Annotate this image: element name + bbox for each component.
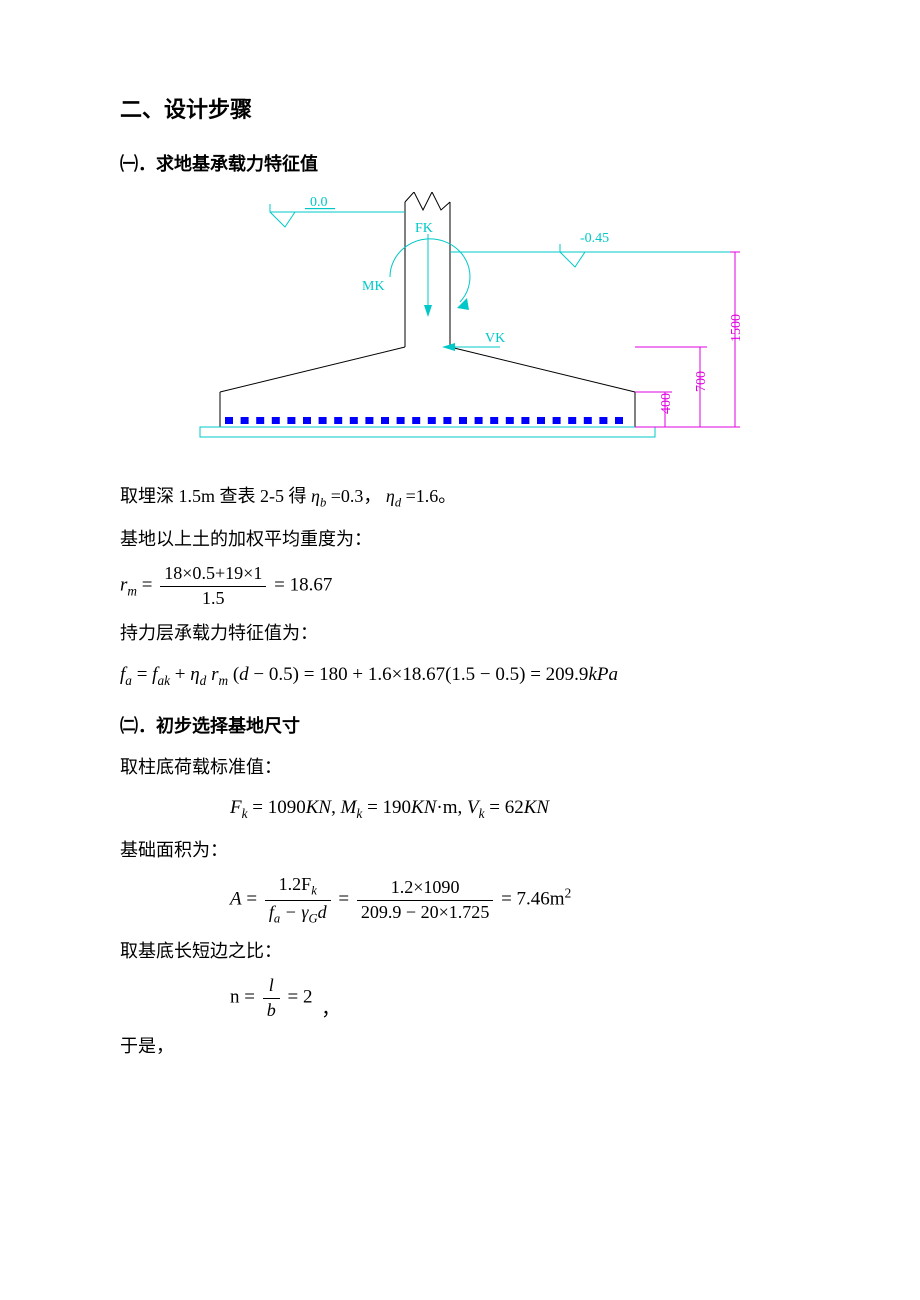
fk-formula: Fk = 1090KN, Mk = 190KN·m, Vk = 62KN — [120, 791, 810, 826]
s2-para4: 于是， — [120, 1030, 810, 1062]
label-neg: -0.45 — [580, 231, 609, 246]
s1-para2: 基地以上土的加权平均重度为： — [120, 523, 810, 555]
dim-400: 400 — [659, 393, 674, 414]
rm-eq: = 18.67 — [274, 575, 332, 596]
s1-p1c: =1.6。 — [406, 486, 457, 506]
n-formula: n = l b = 2 ， — [120, 975, 810, 1021]
etad-sub: d — [395, 496, 401, 510]
rm-lhs-sub: m — [127, 583, 137, 598]
A-rhs: = 7.46m — [501, 889, 565, 910]
s1-p1a: 取埋深 1.5m 查表 2-5 得 — [120, 486, 307, 506]
label-mk: MK — [362, 279, 385, 294]
etad: η — [386, 486, 395, 506]
A-den1-mid: − γ — [280, 902, 308, 922]
rm-formula: rm = 18×0.5+19×1 1.5 = 18.67 — [120, 563, 810, 609]
A-num2: 1.2×1090 — [357, 877, 494, 901]
trailing-comma: ， — [321, 999, 340, 1020]
n-rhs: = 2 — [287, 987, 312, 1008]
rm-den: 1.5 — [160, 587, 266, 610]
page-title: 二、设计步骤 — [120, 90, 810, 130]
label-zero: 0.0 — [310, 195, 328, 210]
A-num1-sub: k — [311, 884, 317, 898]
etab: η — [311, 486, 320, 506]
A-den1c: d — [318, 902, 327, 922]
etab-sub: b — [320, 496, 326, 510]
rm-num: 18×0.5+19×1 — [160, 563, 266, 587]
A-num1: 1.2F — [279, 874, 312, 894]
n-num: l — [263, 975, 280, 999]
section2-heading: ㈡．初步选择基地尺寸 — [120, 710, 810, 742]
s2-para1: 取柱底荷载标准值： — [120, 751, 810, 783]
A-den1b-sub: G — [308, 912, 317, 926]
n-lhs: n = — [230, 987, 255, 1008]
label-vk: VK — [485, 331, 505, 346]
dim-1500: 1500 — [729, 314, 744, 342]
A-rhs-sup: 2 — [565, 886, 572, 901]
s1-p1b: =0.3， — [331, 486, 382, 506]
s1-para3: 持力层承载力特征值为： — [120, 617, 810, 649]
dim-700: 700 — [694, 371, 709, 392]
foundation-diagram: 0.0 -0.45 FK MK VK 1500 700 400 — [180, 192, 810, 462]
section1-heading: ㈠．求地基承载力特征值 — [120, 148, 810, 180]
A-formula: A = 1.2Fk fa − γGd = 1.2×1090 209.9 − 20… — [120, 874, 810, 927]
s2-para3: 取基底长短边之比： — [120, 935, 810, 967]
s1-para1: 取埋深 1.5m 查表 2-5 得 ηb =0.3， ηd =1.6。 — [120, 480, 810, 514]
fa-formula: fa = fak + ηd rm (d − 0.5) = 180 + 1.6×1… — [120, 658, 810, 693]
s2-para2: 基础面积为： — [120, 834, 810, 866]
A-den2: 209.9 − 20×1.725 — [357, 901, 494, 924]
n-den: b — [263, 999, 280, 1022]
label-fk: FK — [415, 221, 433, 236]
